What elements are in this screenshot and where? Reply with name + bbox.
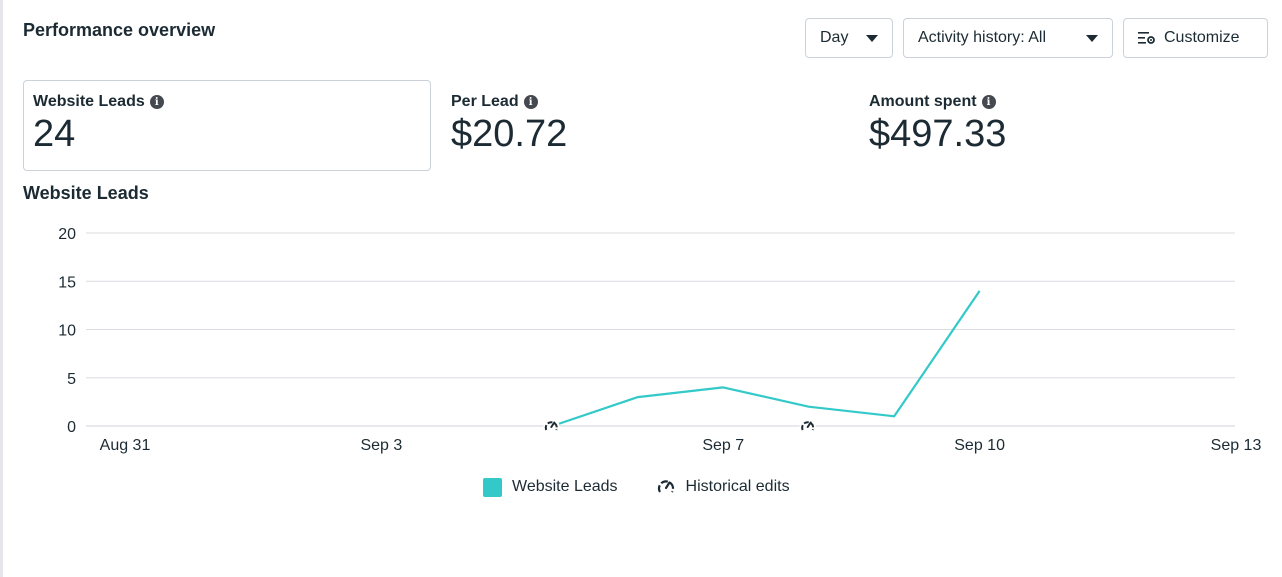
metric-value: 24 [33,113,76,155]
activity-history-label: Activity history: All [918,29,1047,46]
page-title: Performance overview [23,20,216,40]
left-edge-divider [0,0,3,577]
customize-settings-icon [1138,32,1155,44]
historical-edit-marker [543,418,560,434]
x-tick-label: Sep 7 [702,437,744,454]
historical-edits-icon [657,480,674,493]
legend-label: Website Leads [512,478,618,495]
series-color-swatch [483,477,502,497]
toolbar: Day Activity history: All Customize [805,18,1268,58]
activity-history-dropdown-button[interactable]: Activity history: All [903,18,1113,58]
chart-title: Website Leads [23,183,149,203]
legend-item-website-leads[interactable]: Website Leads [483,477,618,497]
info-icon[interactable]: i [523,95,538,109]
metric-value: $497.33 [869,113,1007,155]
x-tick-label: Sep 13 [1211,437,1262,454]
info-icon[interactable]: i [149,95,164,109]
caret-down-icon [866,34,878,42]
metric-label: Per Lead [451,93,519,110]
metric-card-per-lead[interactable]: Per Lead i $20.72 [442,80,842,171]
x-tick-label: Sep 3 [360,437,402,454]
metric-value: $20.72 [451,113,568,155]
legend-item-historical-edits[interactable]: Historical edits [656,477,790,497]
day-dropdown-button[interactable]: Day [805,18,893,58]
x-tick-label: Sep 10 [954,437,1005,454]
caret-down-icon [1086,34,1098,42]
y-tick-label: 0 [67,419,76,436]
y-tick-label: 10 [58,323,76,340]
metric-label: Amount spent [869,93,977,110]
customize-button[interactable]: Customize [1123,18,1268,58]
legend-label: Historical edits [685,478,790,495]
historical-edit-marker [799,418,816,434]
metric-label: Website Leads [33,93,145,110]
metric-card-amount-spent[interactable]: Amount spent i $497.33 [860,80,1260,171]
website-leads-series-line [551,290,981,428]
website-leads-line-chart: 0 5 10 15 20 Aug 31 Sep 3 Sep 7 Sep 10 Sep 13 [58,226,1262,454]
customize-label: Customize [1164,29,1240,46]
chart-legend: Website Leads Historical edits [483,477,790,497]
day-dropdown-label: Day [820,29,849,46]
metric-card-website-leads[interactable]: Website Leads i 24 [23,80,431,171]
info-icon[interactable]: i [981,95,996,109]
y-tick-label: 5 [67,371,76,388]
y-tick-label: 15 [58,274,76,291]
y-tick-label: 20 [58,226,76,243]
x-tick-label: Aug 31 [100,437,151,454]
